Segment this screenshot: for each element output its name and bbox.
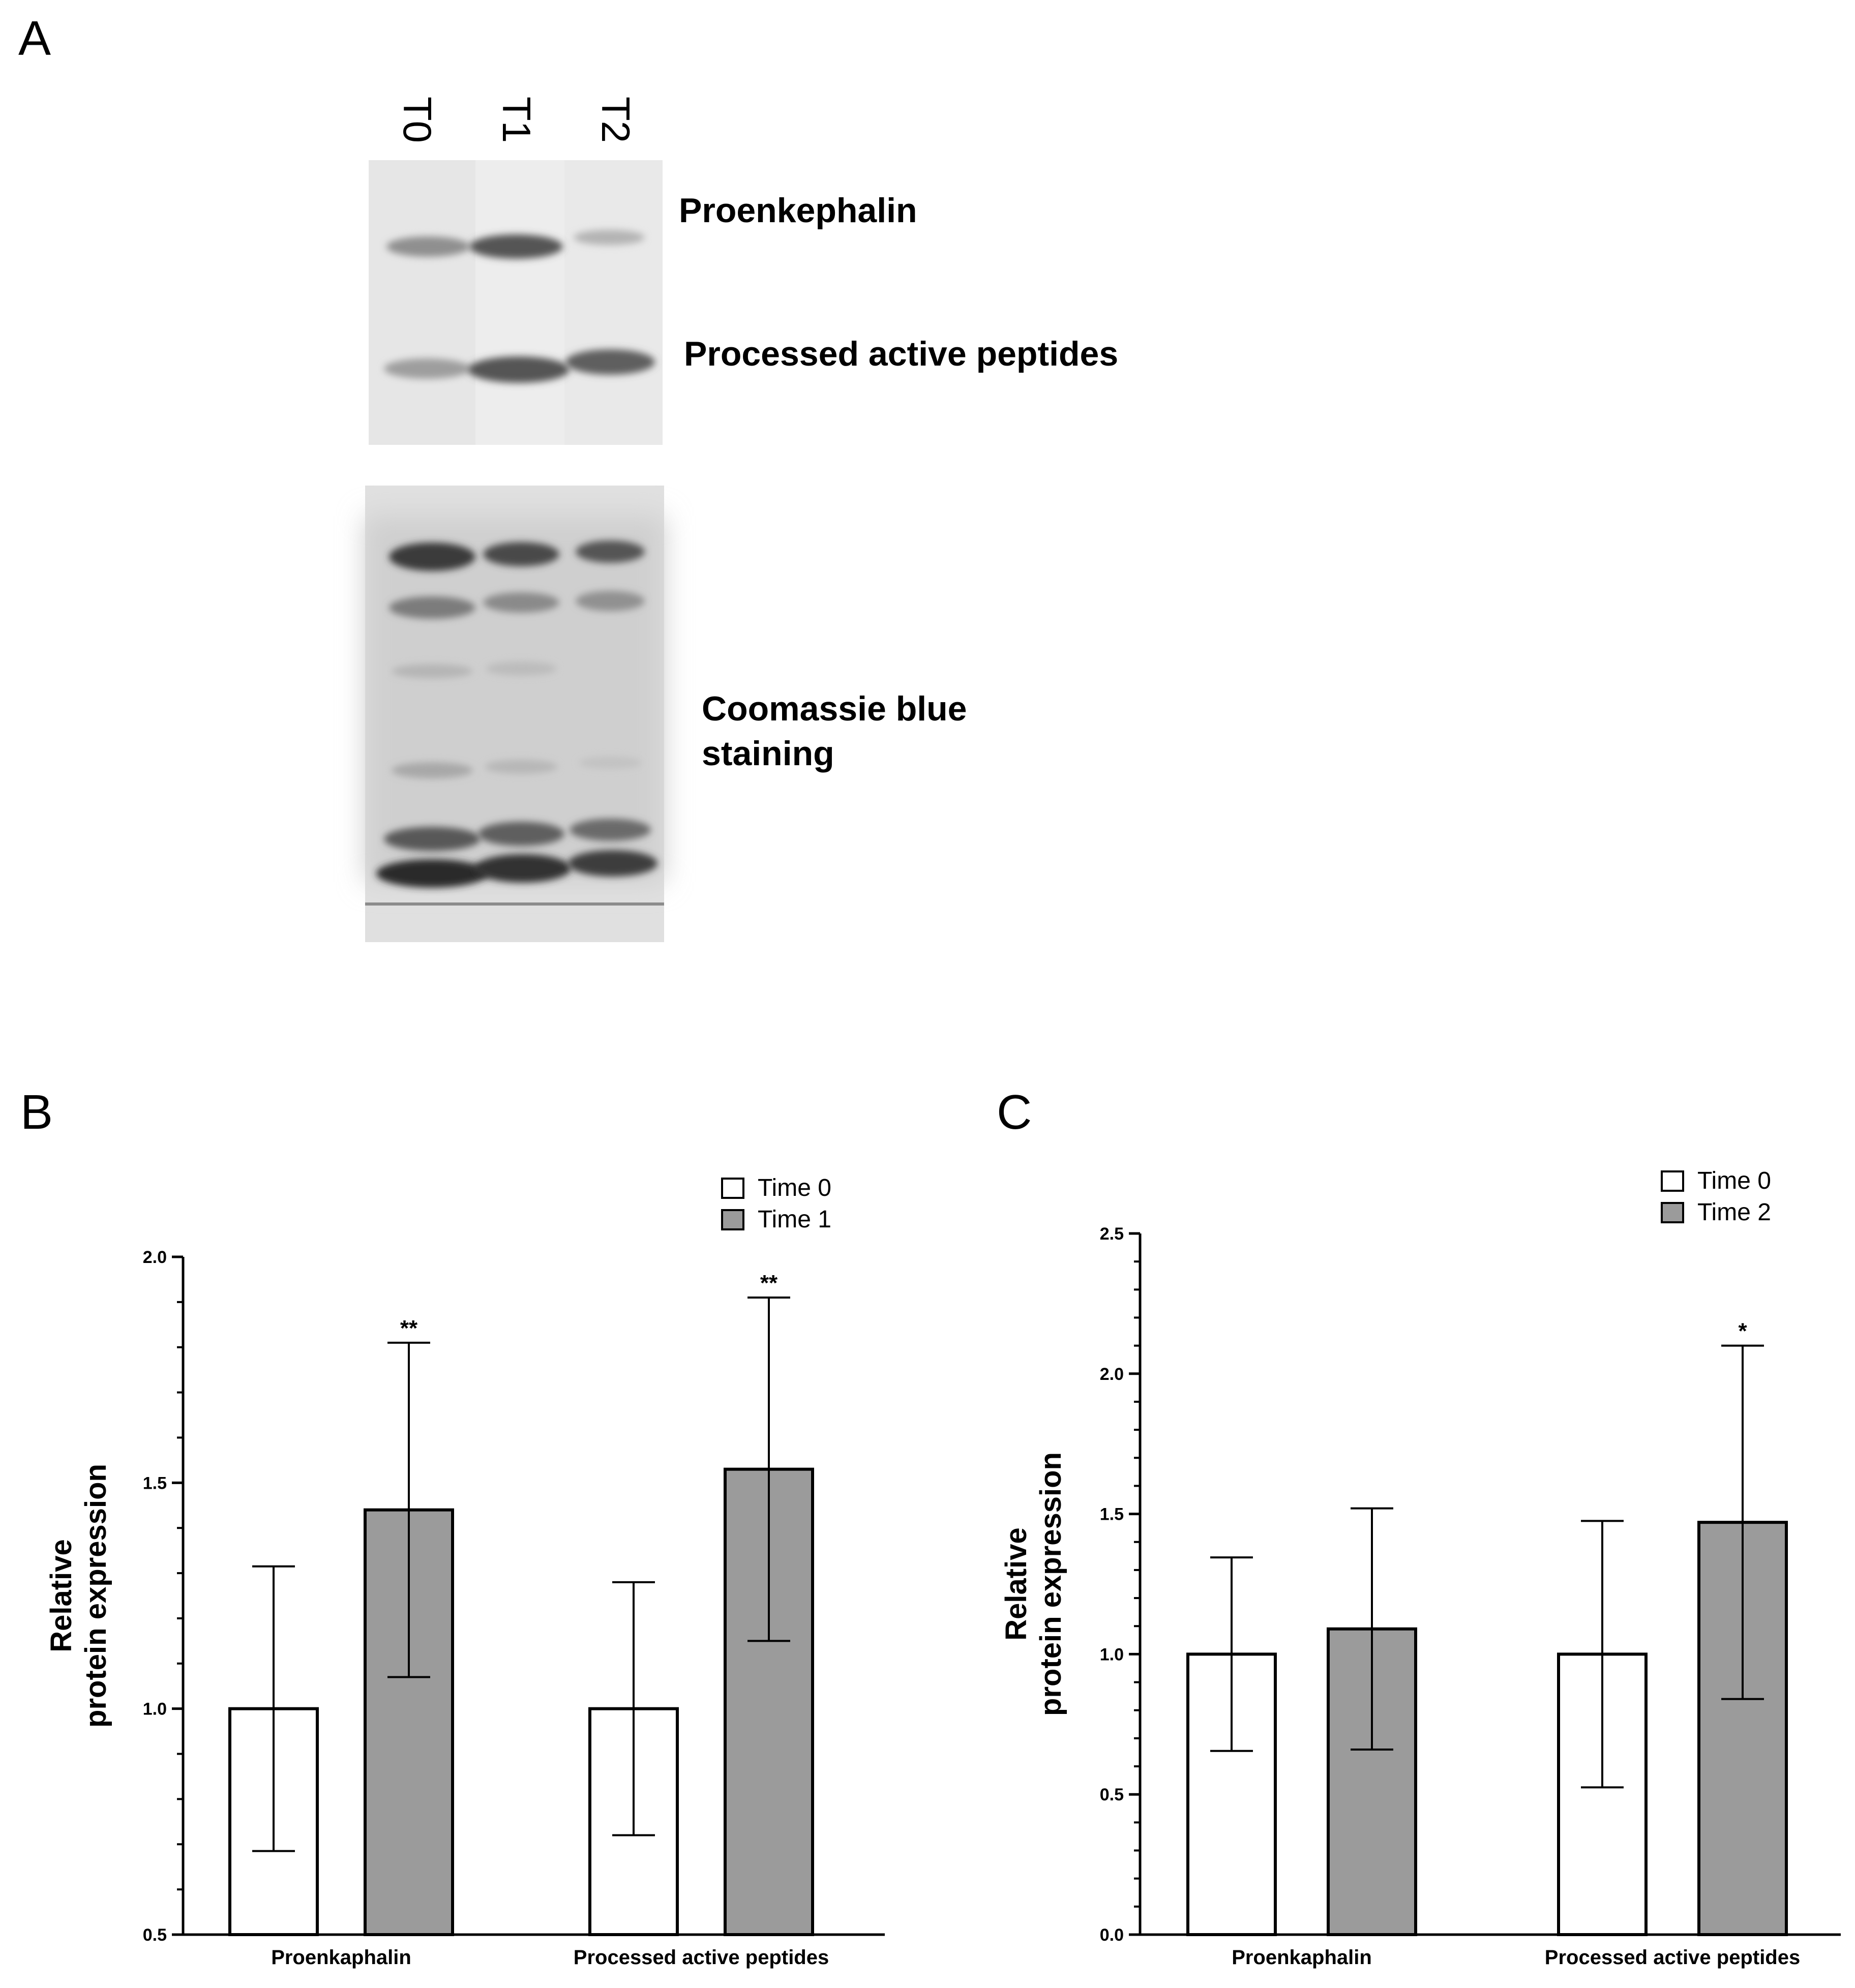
lane-label-t0: T0: [395, 97, 440, 143]
processed-band-t1: [468, 356, 570, 383]
lane-label-t2: T2: [593, 97, 638, 143]
panel-b-letter: B: [20, 1085, 53, 1139]
chart-b-y-label-line2: protein expression: [79, 1464, 112, 1728]
chart-c-y-tick-label: 0.0: [1100, 1925, 1124, 1945]
chart-b-y-label-line1: Relative: [45, 1539, 78, 1652]
chart-b-x-tick-label-0: Proenkaphalin: [271, 1946, 411, 1969]
label-coomassie: Coomassie blue staining: [702, 686, 967, 776]
panel-a-letter: A: [18, 11, 51, 66]
chart-b-y-tick-label: 2.0: [143, 1248, 167, 1267]
western-blot-image: [365, 160, 664, 942]
proenk-band-t0: [386, 236, 470, 257]
chart-b-y-tick-label: 1.0: [143, 1700, 167, 1719]
chart-c-y-tick-label: 1.0: [1100, 1645, 1124, 1664]
chart-c-legend-swatch-1: [1661, 1202, 1684, 1223]
chart-b-significance-1-1: **: [760, 1271, 778, 1296]
lane-label-t1: T1: [494, 97, 539, 143]
chart-b: Time 0 Time 1 0.5 1.0 1.5 2.0 Relativeprotein …: [45, 1174, 885, 1969]
chart-b-y-tick-label: 1.5: [143, 1473, 167, 1493]
chart-c-legend-swatch-0: [1661, 1170, 1684, 1192]
proenk-band-t2: [574, 230, 645, 245]
processed-band-t0: [384, 358, 470, 379]
label-coomassie-line2: staining: [702, 734, 834, 773]
chart-c: Time 0 Time 2 0.0 0.5 1.0 1.5 2.0 2.5 Relativepr…: [1000, 1167, 1841, 1969]
chart-c-y-tick-label: 0.5: [1100, 1785, 1124, 1804]
processed-band-t2: [565, 349, 655, 375]
chart-c-legend-label-0: Time 0: [1697, 1167, 1771, 1194]
chart-b-legend-label-0: Time 0: [758, 1174, 831, 1201]
chart-c-legend-label-1: Time 2: [1697, 1199, 1771, 1226]
chart-c-y-label: Relativeprotein expression: [1000, 1452, 1067, 1716]
chart-b-legend-swatch-0: [721, 1178, 744, 1199]
top-blot: [369, 160, 663, 445]
chart-b-legend-label-1: Time 1: [758, 1206, 831, 1233]
chart-b-y-tick-label: 0.5: [143, 1925, 167, 1945]
chart-c-y-tick-label: 1.5: [1100, 1505, 1124, 1524]
label-proenkephalin: Proenkephalin: [679, 191, 917, 230]
chart-c-significance-1-1: *: [1738, 1319, 1747, 1344]
proenk-band-t1: [469, 234, 563, 259]
chart-c-y-tick-label: 2.5: [1100, 1224, 1124, 1244]
chart-b-y-label: Relativeprotein expression: [45, 1464, 112, 1728]
chart-c-x-tick-label-0: Proenkaphalin: [1232, 1946, 1372, 1969]
chart-c-y-label-line1: Relative: [1000, 1527, 1033, 1640]
chart-c-x-tick-label-1: Processed active peptides: [1545, 1946, 1800, 1969]
coomassie-gel: [365, 486, 664, 942]
label-processed-peptides: Processed active peptides: [684, 335, 1119, 373]
chart-b-significance-0-1: **: [400, 1316, 418, 1341]
panel-c-letter: C: [997, 1085, 1032, 1139]
label-coomassie-line1: Coomassie blue: [702, 689, 967, 728]
chart-c-y-tick-label: 2.0: [1100, 1365, 1124, 1384]
chart-b-legend-swatch-1: [721, 1209, 744, 1230]
chart-b-x-tick-label-1: Processed active peptides: [574, 1946, 829, 1969]
chart-c-y-label-line2: protein expression: [1034, 1452, 1067, 1716]
